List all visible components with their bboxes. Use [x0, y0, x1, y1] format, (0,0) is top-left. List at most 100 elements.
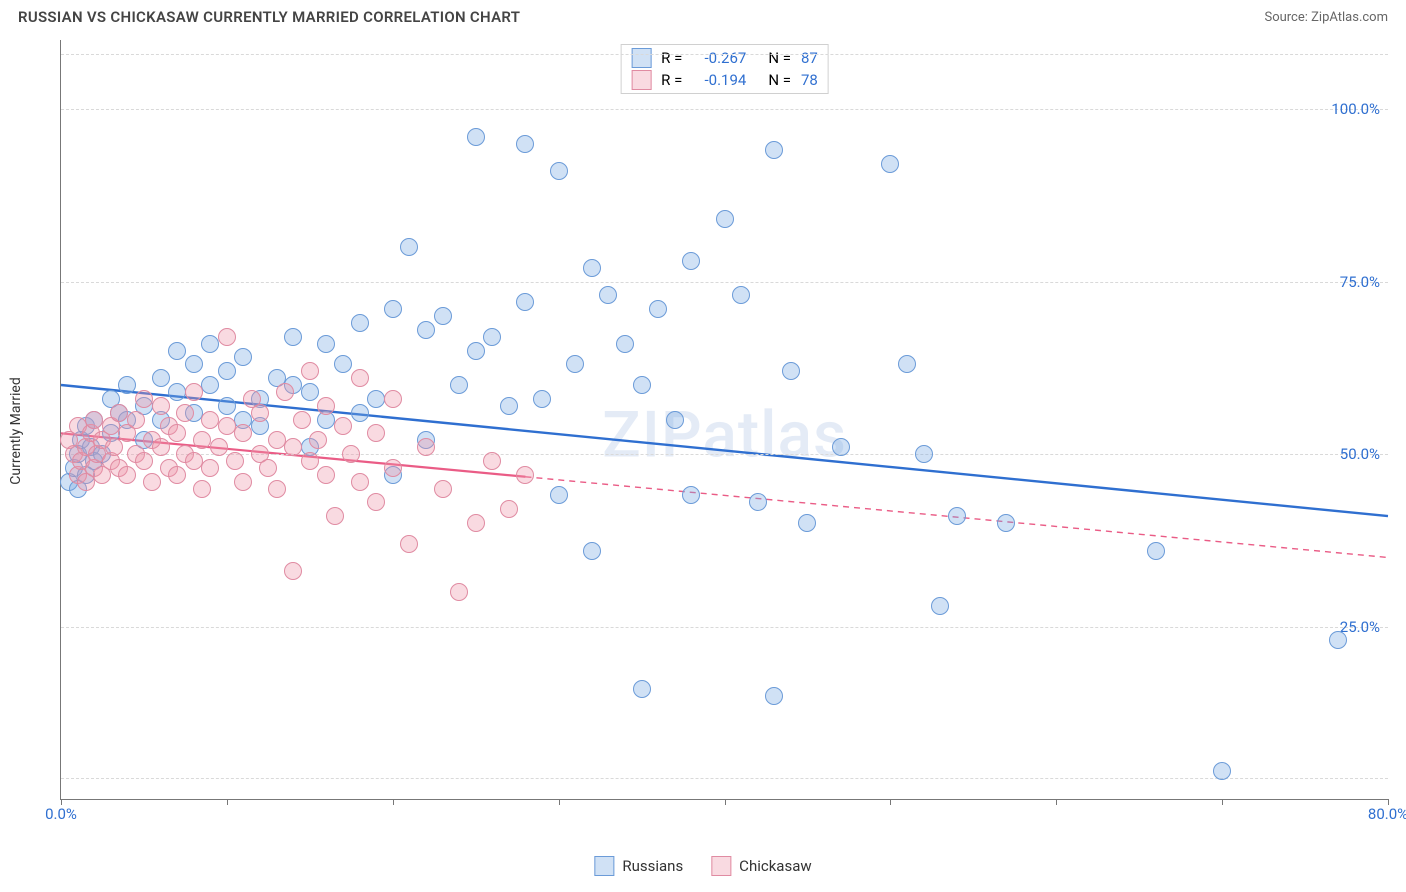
data-point — [301, 362, 319, 380]
data-point — [234, 424, 252, 442]
data-point — [384, 459, 402, 477]
data-point — [168, 383, 186, 401]
data-point — [450, 376, 468, 394]
data-point — [516, 466, 534, 484]
data-point — [268, 480, 286, 498]
data-point — [135, 390, 153, 408]
data-point — [152, 369, 170, 387]
data-point — [400, 535, 418, 553]
data-point — [234, 473, 252, 491]
data-point — [351, 473, 369, 491]
data-point — [782, 362, 800, 380]
data-point — [276, 383, 294, 401]
legend-n-label: N = — [768, 47, 791, 69]
data-point — [997, 514, 1015, 532]
data-point — [1329, 631, 1347, 649]
legend-row: R =-0.194N =78 — [621, 69, 828, 91]
data-point — [732, 286, 750, 304]
data-point — [633, 680, 651, 698]
data-point — [135, 452, 153, 470]
data-point — [351, 369, 369, 387]
data-point — [1213, 762, 1231, 780]
legend-r-value: -0.194 — [692, 69, 746, 91]
data-point — [583, 259, 601, 277]
data-point — [832, 438, 850, 456]
data-point — [666, 411, 684, 429]
series-label: Chickasaw — [739, 857, 811, 875]
legend-swatch — [631, 70, 651, 90]
data-point — [500, 397, 518, 415]
data-point — [293, 411, 311, 429]
x-tick — [725, 799, 726, 805]
gridline — [61, 778, 1388, 779]
data-point — [716, 210, 734, 228]
y-tick-label: 100.0% — [1331, 100, 1380, 118]
data-point — [317, 335, 335, 353]
legend-swatch — [594, 856, 614, 876]
data-point — [550, 486, 568, 504]
data-point — [948, 507, 966, 525]
data-point — [765, 687, 783, 705]
data-point — [259, 459, 277, 477]
data-point — [881, 155, 899, 173]
data-point — [210, 438, 228, 456]
page-title: RUSSIAN VS CHICKASAW CURRENTLY MARRIED C… — [18, 8, 520, 26]
data-point — [467, 514, 485, 532]
data-point — [367, 424, 385, 442]
x-tick — [559, 799, 560, 805]
data-point — [915, 445, 933, 463]
data-point — [317, 397, 335, 415]
data-point — [201, 376, 219, 394]
data-point — [633, 376, 651, 394]
x-tick — [1222, 799, 1223, 805]
x-tick-label: 0.0% — [45, 805, 77, 823]
data-point — [467, 128, 485, 146]
x-tick — [1056, 799, 1057, 805]
data-point — [682, 252, 700, 270]
data-point — [400, 238, 418, 256]
data-point — [367, 390, 385, 408]
data-point — [85, 411, 103, 429]
legend-r-value: -0.267 — [692, 47, 746, 69]
y-tick-label: 50.0% — [1340, 445, 1380, 463]
data-point — [417, 321, 435, 339]
x-tick-label: 80.0% — [1368, 805, 1406, 823]
data-point — [152, 438, 170, 456]
data-point — [649, 300, 667, 318]
data-point — [251, 404, 269, 422]
data-point — [268, 431, 286, 449]
y-tick-label: 25.0% — [1340, 618, 1380, 636]
legend-n-value: 78 — [801, 69, 818, 91]
gridline — [61, 109, 1388, 110]
data-point — [218, 328, 236, 346]
x-tick — [890, 799, 891, 805]
data-point — [168, 342, 186, 360]
series-label: Russians — [622, 857, 683, 875]
data-point — [516, 293, 534, 311]
data-point — [284, 438, 302, 456]
data-point — [434, 307, 452, 325]
x-tick — [227, 799, 228, 805]
data-point — [367, 493, 385, 511]
data-point — [284, 328, 302, 346]
data-point — [201, 335, 219, 353]
gridline — [61, 627, 1388, 628]
data-point — [284, 562, 302, 580]
data-point — [334, 417, 352, 435]
data-point — [931, 597, 949, 615]
data-point — [682, 486, 700, 504]
data-point — [533, 390, 551, 408]
data-point — [226, 452, 244, 470]
plot-area: ZIPatlas R =-0.267N =87R =-0.194N =78 25… — [60, 40, 1388, 800]
data-point — [749, 493, 767, 511]
data-point — [301, 452, 319, 470]
data-point — [351, 314, 369, 332]
data-point — [384, 300, 402, 318]
data-point — [326, 507, 344, 525]
source-attribution: Source: ZipAtlas.com — [1264, 10, 1388, 25]
data-point — [417, 438, 435, 456]
data-point — [118, 466, 136, 484]
gridline — [61, 54, 1388, 55]
data-point — [798, 514, 816, 532]
data-point — [566, 355, 584, 373]
